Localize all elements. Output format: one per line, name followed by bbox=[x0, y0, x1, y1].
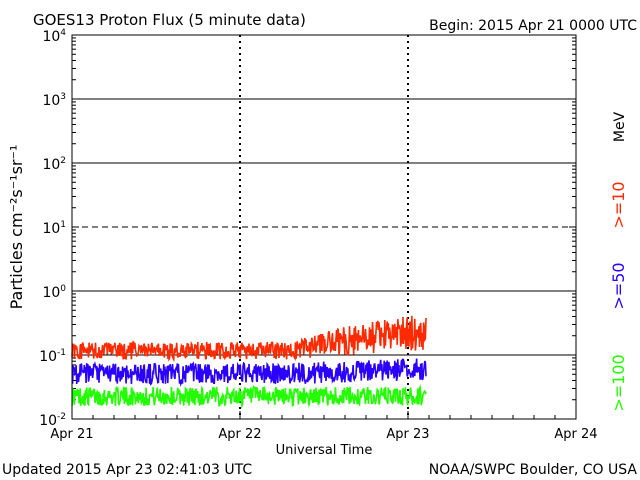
x-tick-label: Apr 23 bbox=[386, 427, 429, 442]
legend-entry: >=50 bbox=[609, 262, 628, 309]
y-tick-exponent: 1 bbox=[60, 220, 66, 230]
y-tick-base: 10 bbox=[39, 413, 57, 429]
y-tick-label: 100 bbox=[42, 284, 66, 301]
plot-series bbox=[71, 315, 427, 409]
series-line bbox=[71, 315, 427, 363]
legend-entry: >=100 bbox=[609, 354, 628, 411]
y-tick-label: 103 bbox=[42, 92, 66, 109]
series-line bbox=[71, 358, 427, 387]
plot-grid bbox=[71, 35, 577, 420]
y-tick-base: 10 bbox=[42, 221, 60, 237]
plot-frame bbox=[71, 34, 577, 420]
legend-entry: >=10 bbox=[609, 181, 628, 228]
y-tick-exponent: -1 bbox=[57, 348, 66, 358]
y-tick-exponent: 0 bbox=[60, 284, 66, 294]
x-tick-label: Apr 21 bbox=[50, 427, 93, 442]
y-axis-title: Particles cm⁻²s⁻¹sr⁻¹ bbox=[7, 145, 26, 310]
updated-timestamp: Updated 2015 Apr 23 02:41:03 UTC bbox=[2, 462, 252, 478]
y-tick-base: 10 bbox=[42, 285, 60, 301]
legend: >=10 >=50 >=100 MeV bbox=[609, 111, 628, 411]
y-tick-base: 10 bbox=[42, 93, 60, 109]
series-line bbox=[71, 384, 427, 409]
y-tick-base: 10 bbox=[42, 29, 60, 45]
chart-title: GOES13 Proton Flux (5 minute data) bbox=[33, 11, 306, 29]
x-axis-title: Universal Time bbox=[276, 443, 373, 458]
y-tick-label: 102 bbox=[42, 156, 66, 173]
y-tick-label: 104 bbox=[42, 28, 66, 45]
y-tick-label: 10-1 bbox=[39, 348, 66, 365]
y-tick-label: 101 bbox=[42, 220, 66, 237]
legend-unit: MeV bbox=[612, 111, 628, 142]
credit-label: NOAA/SWPC Boulder, CO USA bbox=[429, 462, 638, 478]
y-tick-exponent: 3 bbox=[60, 92, 66, 102]
x-axis-labels: Apr 21 Apr 22 Apr 23 Apr 24 bbox=[50, 427, 597, 442]
y-tick-exponent: 4 bbox=[60, 28, 66, 38]
begin-label: Begin: 2015 Apr 21 0000 UTC bbox=[429, 18, 637, 34]
y-tick-exponent: 2 bbox=[60, 156, 66, 166]
x-tick-label: Apr 22 bbox=[218, 427, 261, 442]
y-tick-base: 10 bbox=[42, 157, 60, 173]
y-tick-exponent: -2 bbox=[57, 412, 66, 422]
x-tick-label: Apr 24 bbox=[554, 427, 597, 442]
y-tick-base: 10 bbox=[39, 349, 57, 365]
y-tick-label: 10-2 bbox=[39, 412, 66, 429]
